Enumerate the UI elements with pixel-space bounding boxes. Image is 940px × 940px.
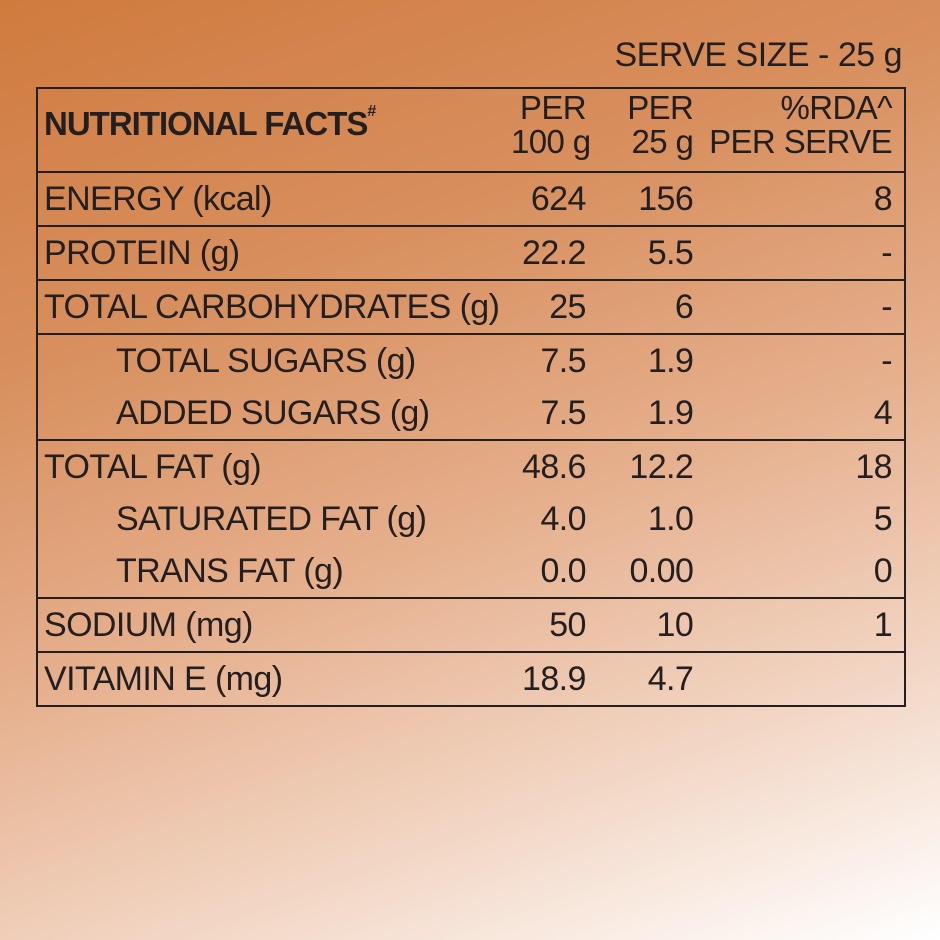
nutrient-name: VITAMIN E (mg)	[44, 659, 283, 698]
value-per-25g: 1.0	[647, 499, 694, 538]
nutrient-name: TOTAL FAT (g)	[44, 447, 262, 486]
value-rda: -	[881, 233, 892, 272]
title-footnote-mark: #	[367, 103, 376, 120]
value-per-25g: 6	[674, 287, 694, 326]
value-rda: -	[881, 341, 892, 380]
value-rda: 8	[873, 179, 893, 218]
nutrient-name: PROTEIN (g)	[44, 233, 240, 272]
table-row: TRANS FAT (g) 0.0 0.00 0	[38, 545, 904, 597]
value-per-25g: 12.2	[629, 447, 694, 486]
nutrient-group: VITAMIN E (mg) 18.9 4.7	[38, 653, 904, 705]
value-per-100g: 25	[549, 287, 586, 326]
value-per-25g: 0.00	[629, 551, 694, 590]
value-per-25g: 1.9	[647, 341, 694, 380]
table-row: SODIUM (mg) 50 10 1	[38, 599, 904, 651]
nutrient-name: TRANS FAT (g)	[116, 551, 344, 590]
table-row: PROTEIN (g) 22.2 5.5 -	[38, 227, 904, 279]
table-title-text: NUTRITIONAL FACTS	[44, 105, 368, 142]
value-per-100g: 4.0	[540, 499, 587, 538]
table-row: VITAMIN E (mg) 18.9 4.7	[38, 653, 904, 705]
value-per-100g: 48.6	[522, 447, 586, 486]
nutrient-name: ADDED SUGARS (g)	[116, 393, 430, 432]
value-per-100g: 7.5	[540, 393, 587, 432]
value-per-100g: 50	[549, 605, 586, 644]
nutrition-table: NUTRITIONAL FACTS# PER 100 g PER 25 g %RDA…	[36, 87, 906, 707]
header-per-100g: PER 100 g	[510, 89, 591, 160]
nutrient-name: TOTAL SUGARS (g)	[116, 341, 416, 380]
value-per-100g: 624	[530, 179, 587, 218]
nutrient-name: TOTAL CARBOHYDRATES (g)	[44, 287, 500, 326]
value-per-25g: 1.9	[647, 393, 694, 432]
value-per-100g: 0.0	[540, 551, 587, 590]
nutrient-name: SATURATED FAT (g)	[116, 499, 427, 538]
value-per-25g: 5.5	[647, 233, 694, 272]
nutrient-name: ENERGY (kcal)	[44, 179, 272, 218]
nutrient-name: SODIUM (mg)	[44, 605, 253, 644]
value-per-100g: 7.5	[540, 341, 587, 380]
value-rda: -	[881, 287, 892, 326]
value-per-25g: 156	[638, 179, 694, 218]
nutrient-group: ENERGY (kcal) 624 156 8	[38, 173, 904, 227]
table-row: TOTAL SUGARS (g) 7.5 1.9 -	[38, 335, 904, 387]
value-rda: 4	[873, 393, 893, 432]
nutrient-group: TOTAL SUGARS (g) 7.5 1.9 - ADDED SUGARS (g) 7…	[38, 335, 904, 441]
nutrient-group: TOTAL CARBOHYDRATES (g) 25 6 -	[38, 281, 904, 335]
value-per-25g: 4.7	[647, 659, 694, 698]
value-per-25g: 10	[656, 605, 694, 644]
serve-size-label: SERVE SIZE - 25 g	[614, 36, 902, 74]
table-row: TOTAL FAT (g) 48.6 12.2 18	[38, 441, 904, 493]
value-rda: 0	[873, 551, 893, 590]
header-rda: %RDA^ PER SERVE	[709, 89, 893, 160]
value-rda: 1	[873, 605, 893, 644]
table-title: NUTRITIONAL FACTS#	[38, 91, 511, 143]
header-per-25g: PER 25 g	[627, 89, 694, 160]
value-rda: 18	[855, 447, 892, 486]
table-row: TOTAL CARBOHYDRATES (g) 25 6 -	[38, 281, 904, 333]
nutrient-group: TOTAL FAT (g) 48.6 12.2 18 SATURATED FAT (g)…	[38, 441, 904, 599]
value-per-100g: 22.2	[522, 233, 586, 272]
value-rda: 5	[873, 499, 893, 538]
value-per-100g: 18.9	[522, 659, 586, 698]
nutrient-group: SODIUM (mg) 50 10 1	[38, 599, 904, 653]
table-header: NUTRITIONAL FACTS# PER 100 g PER 25 g %RDA…	[38, 89, 904, 173]
table-row: SATURATED FAT (g) 4.0 1.0 5	[38, 493, 904, 545]
nutrient-group: PROTEIN (g) 22.2 5.5 -	[38, 227, 904, 281]
table-row: ENERGY (kcal) 624 156 8	[38, 173, 904, 225]
table-row: ADDED SUGARS (g) 7.5 1.9 4	[38, 387, 904, 439]
